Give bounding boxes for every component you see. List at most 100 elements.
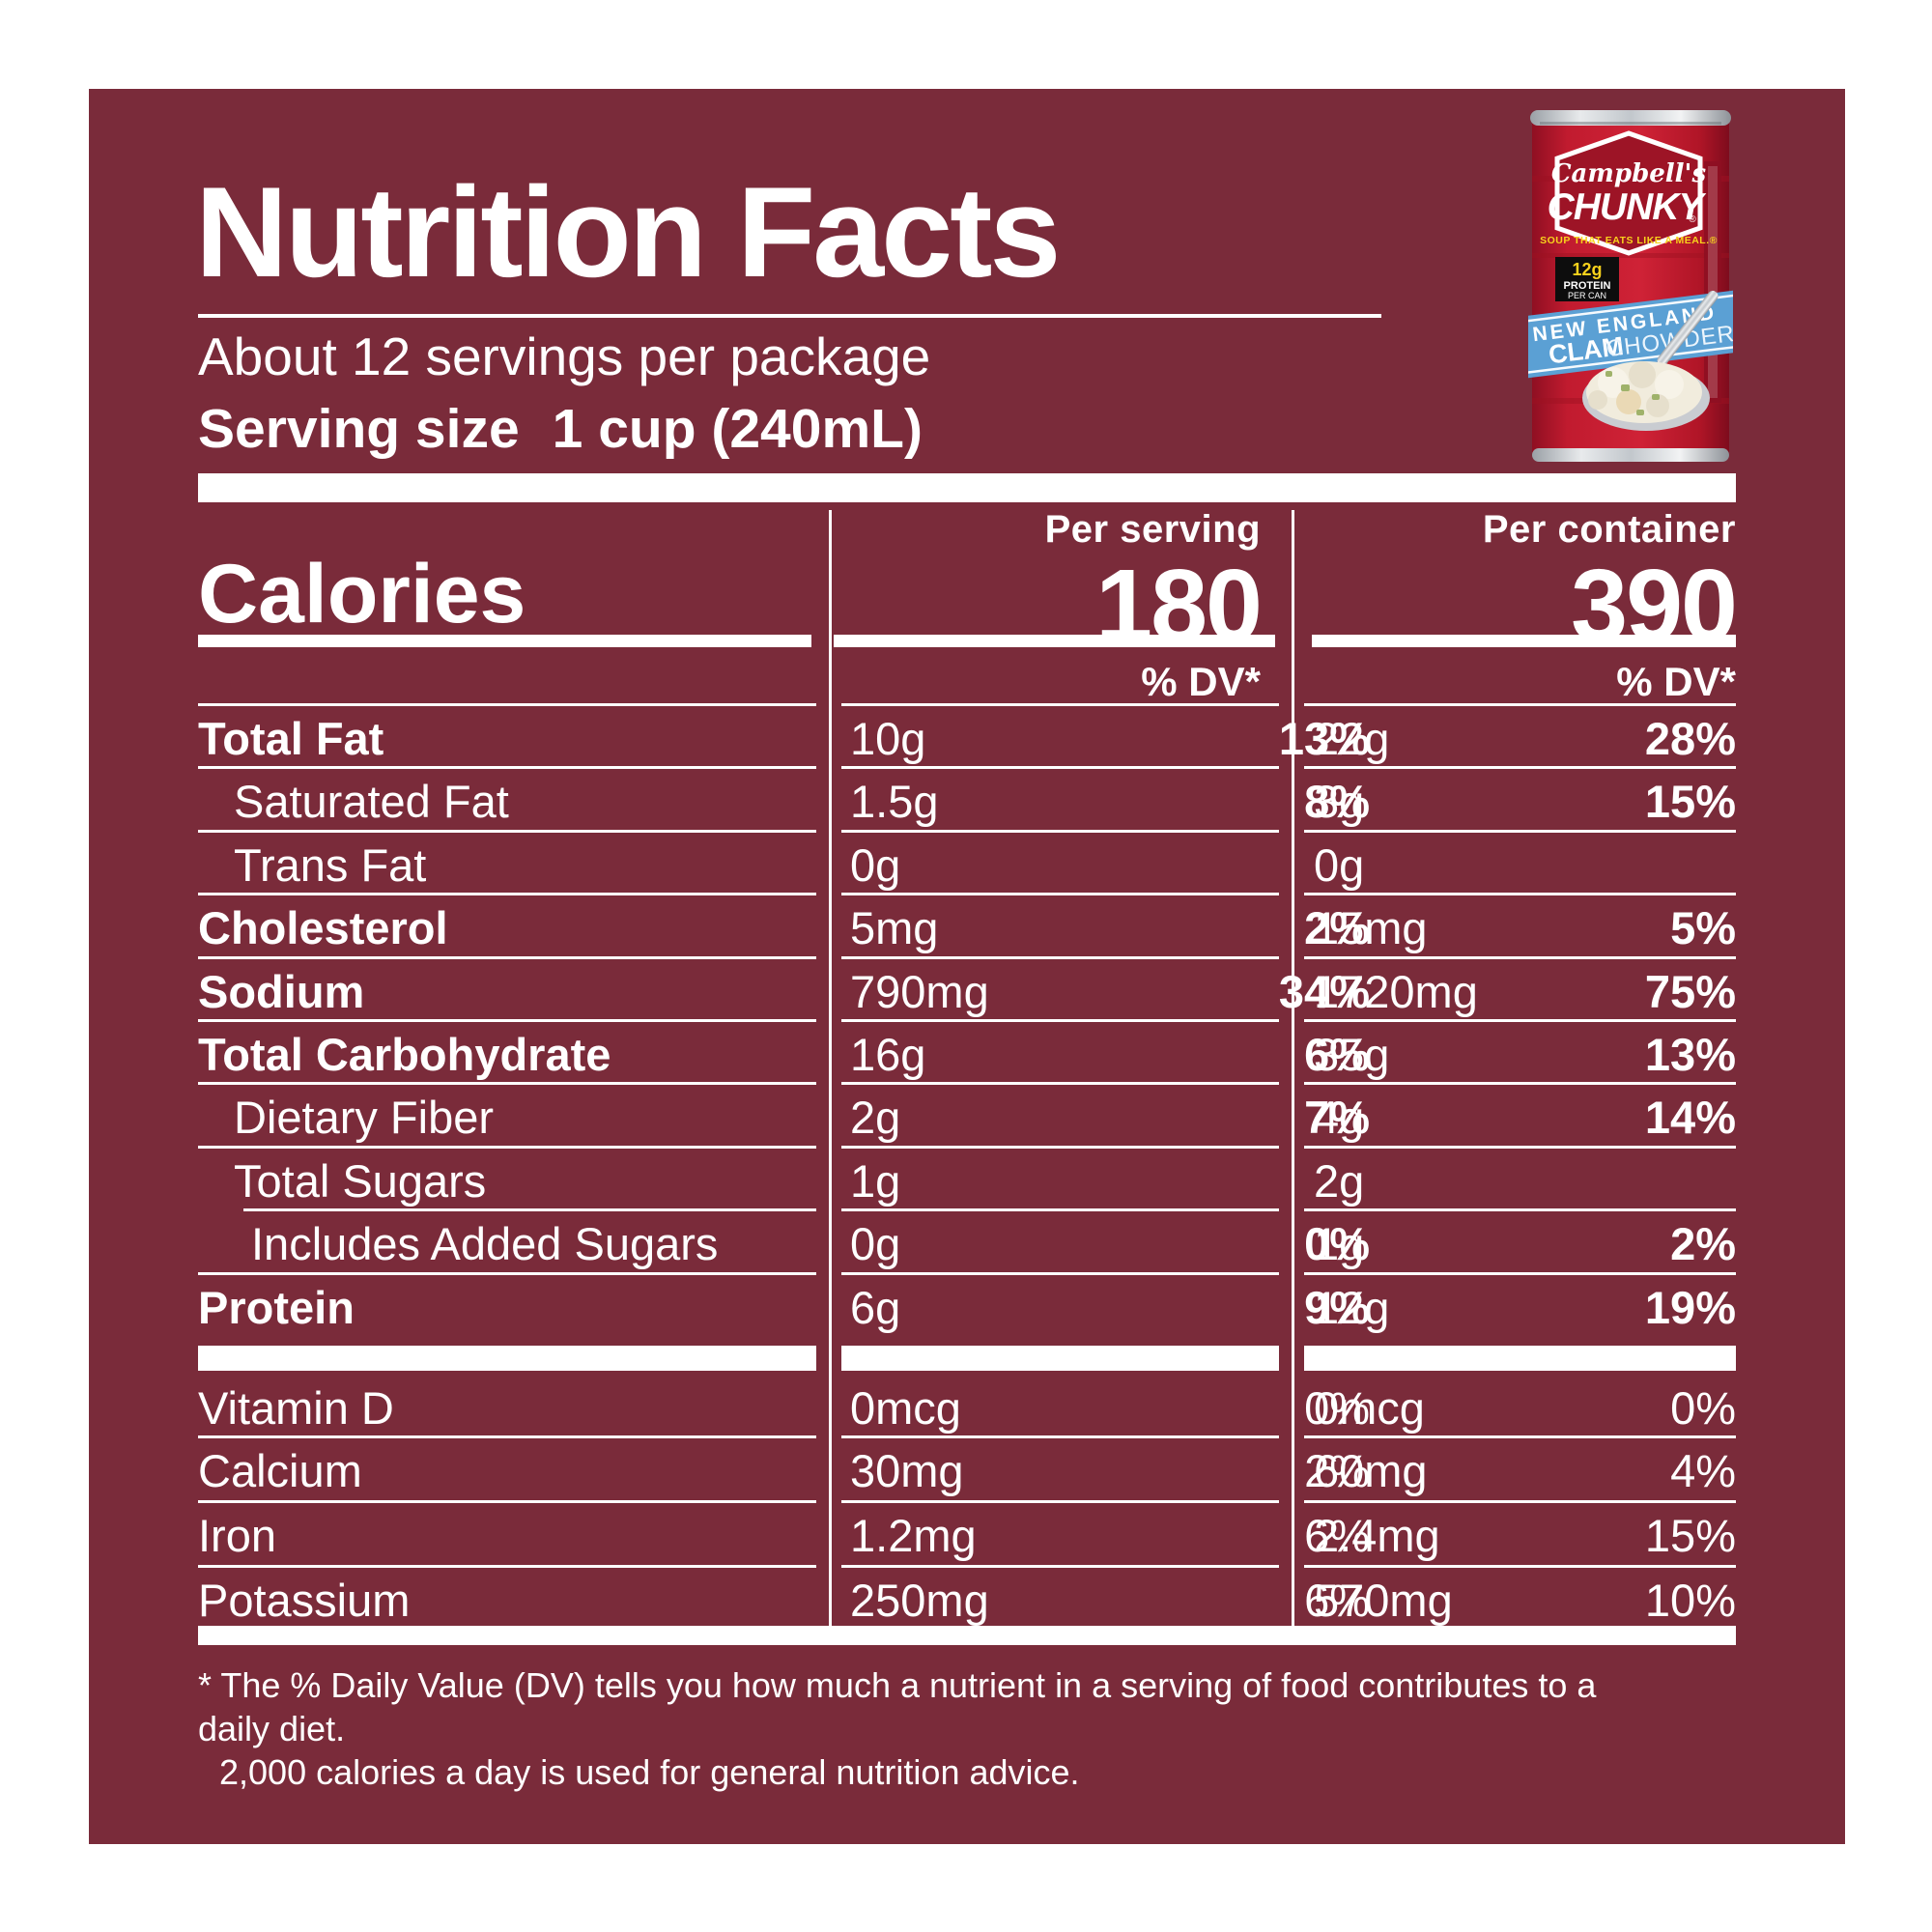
nutrient-label: Calcium [198, 1445, 362, 1496]
footnote-line-1: * The % Daily Value (DV) tells you how m… [198, 1665, 1597, 1748]
serving-dv: 0% [1304, 1382, 1370, 1434]
serving-amount: 1.5g [850, 776, 939, 827]
dv-footnote: * The % Daily Value (DV) tells you how m… [198, 1663, 1608, 1794]
nutrient-label: Vitamin D [198, 1382, 394, 1434]
table-row-sodium: Sodium 790mg 34% 1720mg 75% [198, 964, 1736, 1019]
serving-amount: 0g [850, 1218, 901, 1269]
row-divider [198, 1082, 1736, 1085]
container-dv: 0% [1670, 1382, 1736, 1434]
serving-size-line: Serving size 1 cup (240mL) [198, 396, 923, 462]
nutrient-label: Sodium [198, 966, 365, 1017]
nutrient-label: Includes Added Sugars [251, 1218, 719, 1269]
serving-amount: 1.2mg [850, 1510, 977, 1561]
serving-dv: 2% [1304, 902, 1370, 953]
container-dv: 15% [1644, 776, 1736, 827]
serving-size-label: Serving size [198, 398, 520, 460]
table-row-total-sugars: Total Sugars 1g 2g [198, 1153, 1736, 1208]
can-bottom-rim [1532, 448, 1729, 462]
table-row-iron: Iron 1.2mg 6% 2.4mg 15% [198, 1508, 1736, 1563]
nutrient-label: Total Sugars [234, 1155, 487, 1207]
serving-amount: 16g [850, 1029, 926, 1080]
container-amount: 570mg [1314, 1575, 1453, 1626]
nutrient-label: Cholesterol [198, 902, 448, 953]
container-dv: 14% [1644, 1092, 1736, 1143]
product-can-image: Campbell's CHUNKY ® SOUP THAT EATS LIKE … [1512, 108, 1750, 464]
container-amount: 1g [1314, 1218, 1365, 1269]
table-row-added-sugars: Includes Added Sugars 0g 0% 1g 2% [198, 1216, 1736, 1271]
table-row-dietary-fiber: Dietary Fiber 2g 7% 4g 14% [198, 1090, 1736, 1145]
table-row-vitamin-d: Vitamin D 0mcg 0% 0mcg 0% [198, 1380, 1736, 1435]
calories-underline-3 [1312, 635, 1736, 647]
calories-underline-1 [198, 635, 811, 647]
container-amount: 2g [1314, 1155, 1365, 1207]
spoon-with-chowder [1582, 290, 1719, 431]
row-divider [198, 1435, 1736, 1438]
container-dv [1314, 1153, 1736, 1208]
table-row-total-fat: Total Fat 10g 13% 22g 28% [198, 711, 1736, 766]
container-amount: 1720mg [1314, 966, 1478, 1017]
title-divider [198, 314, 1381, 318]
serving-amount: 2g [850, 1092, 901, 1143]
row-divider [198, 830, 1736, 833]
row-divider-indented [243, 1208, 1736, 1211]
serving-amount: 30mg [850, 1445, 964, 1496]
nutrient-label: Potassium [198, 1575, 411, 1626]
row-divider [198, 766, 1736, 769]
per-serving-label: Per serving [1044, 508, 1261, 551]
calories-underline-2 [834, 635, 1275, 647]
container-amount: 12g [1314, 1282, 1390, 1333]
row-divider [198, 1272, 1736, 1275]
column-divider-serving [829, 510, 832, 1626]
thick-separator-middle [198, 1346, 1736, 1371]
can-tagline: SOUP THAT EATS LIKE A MEAL.® [1540, 235, 1718, 246]
serving-amount: 1g [850, 1155, 901, 1207]
protein-amount: 12g [1572, 260, 1602, 279]
protein-line2: PER CAN [1568, 291, 1606, 300]
container-amount: 35g [1314, 1029, 1390, 1080]
container-amount: 4g [1314, 1092, 1365, 1143]
serving-amount: 0g [850, 839, 901, 891]
serving-dv: 6% [1304, 1029, 1370, 1080]
column-divider-container [1292, 510, 1294, 1626]
container-dv: 10% [1644, 1575, 1736, 1626]
nutrient-label: Total Fat [198, 713, 384, 764]
nutrient-label: Saturated Fat [234, 776, 509, 827]
container-amount: 60mg [1314, 1445, 1428, 1496]
protein-badge [1555, 257, 1619, 301]
serving-amount: 10g [850, 713, 926, 764]
serving-dv: 7% [1304, 1092, 1370, 1143]
container-dv: 75% [1644, 966, 1736, 1017]
row-divider [198, 1565, 1736, 1568]
footnote-line-2: 2,000 calories a day is used for general… [219, 1752, 1080, 1792]
serving-dv: 9% [1304, 1282, 1370, 1333]
table-row-total-carbohydrate: Total Carbohydrate 16g 6% 35g 13% [198, 1027, 1736, 1082]
container-dv: 13% [1644, 1029, 1736, 1080]
nutrient-label: Trans Fat [234, 839, 427, 891]
container-amount: 15mg [1314, 902, 1428, 953]
container-amount: 2.4mg [1314, 1510, 1440, 1561]
row-divider [198, 1500, 1736, 1503]
serving-amount: 6g [850, 1282, 901, 1333]
protein-line1: PROTEIN [1564, 280, 1611, 292]
product-reg-mark: ® [1689, 214, 1696, 225]
calories-label: Calories [198, 548, 526, 640]
nutrient-label: Dietary Fiber [234, 1092, 495, 1143]
container-dv: 19% [1644, 1282, 1736, 1333]
row-divider [198, 1146, 1736, 1149]
container-dv: 2% [1670, 1218, 1736, 1269]
container-amount: 22g [1314, 713, 1390, 764]
page-title: Nutrition Facts [195, 161, 1061, 304]
serving-dv: 8% [1304, 776, 1370, 827]
serving-amount: 790mg [850, 966, 989, 1017]
serving-amount: 250mg [850, 1575, 989, 1626]
serving-amount: 0mcg [850, 1382, 961, 1434]
thick-separator-top [198, 473, 1736, 502]
table-row-protein: Protein 6g 9% 12g 19% [198, 1280, 1736, 1335]
container-dv: 15% [1644, 1510, 1736, 1561]
chunky-badge [1554, 130, 1703, 256]
brand-name: Campbell's [1551, 159, 1707, 188]
serving-dv: 6% [1304, 1575, 1370, 1626]
serving-dv: 0% [1304, 1218, 1370, 1269]
table-row-calcium: Calcium 30mg 2% 60mg 4% [198, 1443, 1736, 1498]
table-row-cholesterol: Cholesterol 5mg 2% 15mg 5% [198, 900, 1736, 955]
